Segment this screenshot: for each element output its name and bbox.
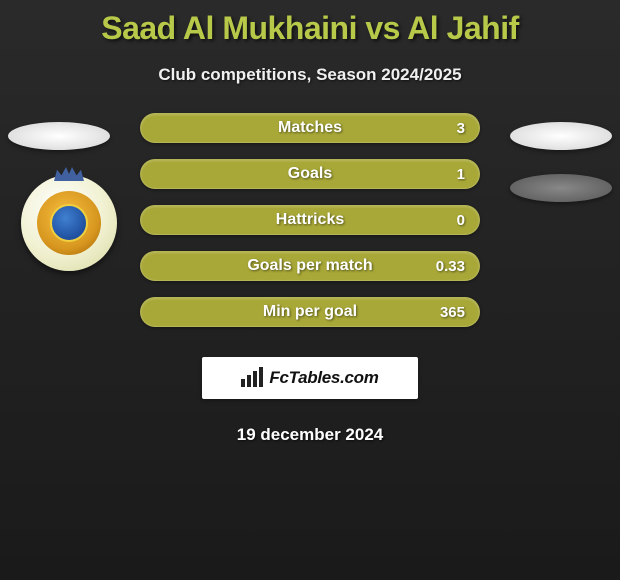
fctables-link[interactable]: FcTables.com: [202, 357, 418, 399]
decorative-ellipse-right-top: [510, 122, 612, 150]
stat-label: Goals: [288, 165, 332, 183]
stat-value: 1: [457, 166, 465, 183]
stat-row-min-per-goal: Min per goal 365: [140, 297, 480, 327]
stat-value: 0: [457, 212, 465, 229]
stat-row-goals: Goals 1: [140, 159, 480, 189]
stat-label: Min per goal: [263, 303, 357, 321]
page-subtitle: Club competitions, Season 2024/2025: [0, 65, 620, 85]
page-title: Saad Al Mukhaini vs Al Jahif: [0, 0, 620, 47]
stat-label: Goals per match: [247, 257, 372, 275]
decorative-ellipse-right-bottom: [510, 174, 612, 202]
stat-value: 3: [457, 120, 465, 137]
stat-label: Hattricks: [276, 211, 344, 229]
stat-row-matches: Matches 3: [140, 113, 480, 143]
date-text: 19 december 2024: [0, 425, 620, 445]
stat-row-goals-per-match: Goals per match 0.33: [140, 251, 480, 281]
stat-row-hattricks: Hattricks 0: [140, 205, 480, 235]
decorative-ellipse-left: [8, 122, 110, 150]
stat-value: 0.33: [436, 258, 465, 275]
bar-chart-icon: [241, 369, 263, 387]
crest-inner: [37, 191, 101, 255]
club-crest: [21, 175, 117, 271]
crest-globe-icon: [50, 204, 88, 242]
stat-value: 365: [440, 304, 465, 321]
fctables-brand-text: FcTables.com: [269, 368, 378, 388]
stat-label: Matches: [278, 119, 342, 137]
